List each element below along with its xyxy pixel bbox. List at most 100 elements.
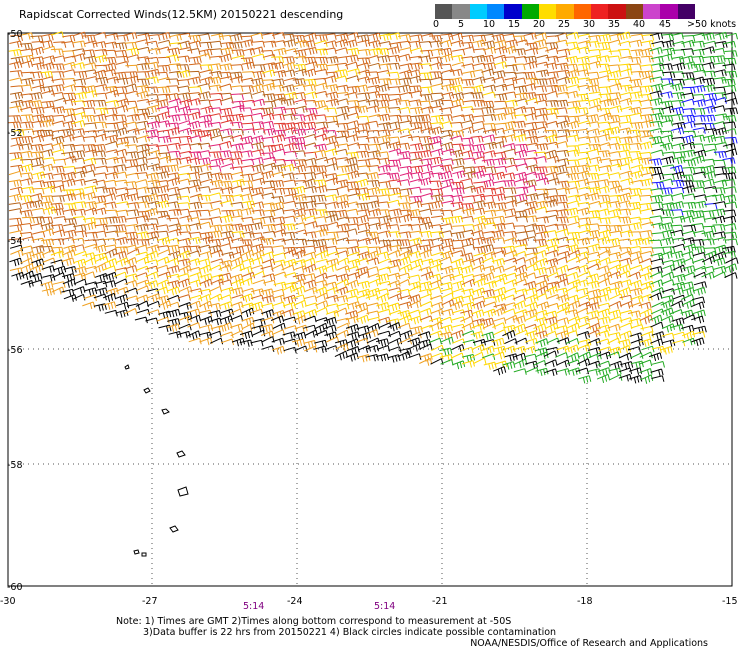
wind-barb — [409, 178, 423, 186]
wind-barb — [294, 324, 308, 333]
wind-barb — [302, 178, 316, 187]
wind-barb — [543, 350, 557, 358]
latitude-labels: -50 -52 -54 -56 -58 -60 — [7, 29, 23, 593]
wind-barb — [378, 239, 392, 247]
wind-barb — [220, 97, 234, 104]
graticule — [8, 33, 732, 586]
wind-barb — [345, 151, 359, 160]
wind-barb — [649, 215, 663, 223]
wind-barb — [113, 224, 127, 232]
wind-barb — [314, 279, 328, 288]
wind-barb — [177, 195, 191, 203]
wind-barb — [303, 340, 317, 349]
wind-barb — [324, 157, 338, 165]
wind-barb — [628, 222, 642, 231]
wind-barb — [376, 273, 390, 282]
wind-barb — [345, 61, 359, 69]
wind-barb — [158, 310, 172, 320]
wind-barb — [303, 128, 317, 135]
wind-barb — [702, 114, 716, 122]
wind-barb — [19, 84, 33, 92]
wind-barb — [366, 195, 380, 202]
scale-color-block — [573, 4, 591, 19]
wind-barb — [368, 278, 382, 287]
lon-label: -18 — [577, 596, 593, 607]
wind-barb — [125, 193, 139, 202]
wind-barb — [471, 185, 485, 195]
wind-barb — [323, 130, 337, 137]
wind-barb — [556, 149, 570, 157]
wind-barb — [303, 133, 317, 141]
wind-barb — [630, 324, 644, 331]
wind-barb — [617, 48, 631, 56]
wind-barb — [587, 210, 601, 218]
wind-barb — [261, 316, 275, 324]
wind-barb — [471, 309, 485, 319]
wind-barb — [166, 201, 180, 209]
wind-barb — [567, 231, 581, 240]
wind-barb — [378, 244, 392, 252]
wind-barb — [20, 48, 34, 56]
wind-barb — [357, 229, 371, 237]
wind-barb — [189, 86, 203, 93]
wind-barb — [283, 338, 297, 346]
wind-barb — [481, 179, 495, 188]
wind-barb — [660, 307, 674, 317]
wind-barb — [271, 345, 285, 355]
wind-barb — [397, 106, 411, 114]
wind-barb — [450, 266, 464, 275]
wind-barb — [9, 61, 23, 70]
wind-barb — [281, 98, 295, 107]
wind-barb — [514, 98, 528, 106]
wind-barb — [376, 93, 390, 101]
wind-barb — [325, 303, 339, 310]
wind-barb — [682, 35, 696, 42]
wind-barb — [123, 83, 138, 92]
wind-barb — [156, 295, 170, 304]
wind-barb — [323, 316, 337, 326]
wind-barb — [639, 157, 653, 165]
wind-barb — [62, 78, 76, 85]
wind-barb — [51, 71, 65, 78]
wind-barb — [618, 97, 633, 106]
wind-barb — [597, 217, 611, 225]
wind-barb — [440, 292, 454, 300]
wind-barb — [104, 309, 118, 317]
wind-barb — [357, 69, 371, 78]
wind-barb — [42, 274, 56, 282]
wind-barb — [630, 338, 644, 347]
wind-barb — [251, 249, 265, 260]
wind-barb — [177, 69, 191, 79]
wind-barb — [481, 40, 496, 49]
wind-barb — [598, 158, 612, 165]
wind-barb — [512, 257, 526, 264]
wind-barb — [703, 225, 717, 233]
wind-barb — [576, 237, 591, 246]
wind-barb — [691, 337, 705, 347]
wind-barb — [187, 308, 201, 317]
wind-barb — [691, 143, 705, 151]
wind-barb — [293, 142, 307, 151]
wind-barb — [376, 188, 390, 196]
wind-barb — [103, 62, 117, 71]
wind-barb — [419, 281, 433, 290]
wind-barb — [451, 231, 465, 240]
wind-barb — [124, 273, 138, 281]
wind-barb — [239, 107, 253, 115]
wind-barb — [431, 251, 445, 259]
wind-barb — [188, 222, 202, 230]
wind-barb — [260, 170, 275, 179]
wind-barb — [515, 39, 529, 47]
scale-label: 30 — [583, 19, 596, 30]
island — [141, 552, 147, 557]
wind-barb — [356, 246, 370, 253]
wind-barb — [492, 293, 506, 303]
wind-barb — [651, 247, 665, 254]
wind-barb — [176, 273, 190, 280]
wind-barb — [335, 278, 350, 288]
wind-barb — [345, 352, 359, 362]
wind-barb — [51, 63, 65, 71]
wind-barb — [451, 61, 465, 69]
wind-barb — [597, 63, 611, 71]
